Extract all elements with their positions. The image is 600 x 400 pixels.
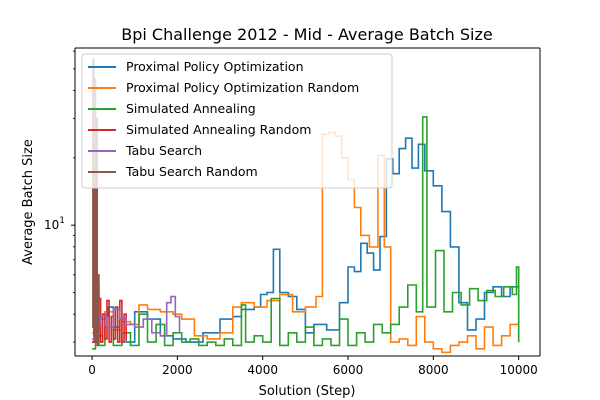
x-tick-label: 10000 xyxy=(500,363,538,377)
legend: Proximal Policy Optimization Proximal Pol… xyxy=(81,53,393,189)
legend-label: Simulated Annealing xyxy=(126,101,256,116)
legend-label: Proximal Policy Optimization Random xyxy=(126,80,359,95)
legend-label: Simulated Annealing Random xyxy=(126,122,311,137)
chart-title: Bpi Challenge 2012 - Mid - Average Batch… xyxy=(121,25,492,44)
y-axis-label: Average Batch Size xyxy=(21,139,36,265)
legend-label: Tabu Search Random xyxy=(125,164,258,179)
axes-frame xyxy=(74,47,541,357)
legend-label: Tabu Search xyxy=(125,143,202,158)
x-tick-label: 8000 xyxy=(418,363,449,377)
series-line-5 xyxy=(92,295,181,340)
x-tick-label: 6000 xyxy=(333,363,364,377)
y-axis-ticks: 101 xyxy=(44,50,75,343)
legend-box xyxy=(81,53,393,189)
x-axis-label: Solution (Step) xyxy=(259,384,356,399)
x-tick-label: 0 xyxy=(88,363,96,377)
legend-label: Proximal Policy Optimization xyxy=(126,59,304,74)
series-line-1 xyxy=(92,137,520,343)
series-line-3 xyxy=(92,116,520,350)
x-tick-label: 2000 xyxy=(162,363,193,377)
x-tick-label: 4000 xyxy=(247,363,278,377)
x-axis-ticks: 0 2000 4000 6000 8000 10000 xyxy=(88,356,538,377)
y-tick-label: 101 xyxy=(44,216,65,232)
